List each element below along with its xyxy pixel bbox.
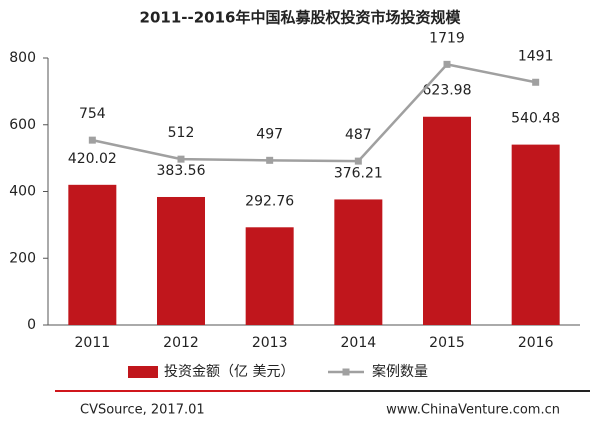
bar-value-label: 383.56 bbox=[157, 163, 206, 179]
line-marker bbox=[88, 136, 96, 144]
legend-swatch bbox=[128, 366, 158, 378]
line-value-label: 512 bbox=[168, 125, 195, 141]
bar-value-label: 376.21 bbox=[334, 165, 383, 181]
legend-swatch bbox=[342, 368, 350, 376]
bar bbox=[245, 227, 294, 325]
x-tick-label: 2016 bbox=[518, 335, 554, 351]
y-tick-label: 200 bbox=[9, 250, 36, 266]
footer-source: CVSource, 2017.01 bbox=[80, 403, 205, 418]
bar bbox=[423, 116, 471, 325]
bar bbox=[334, 199, 383, 325]
line bbox=[92, 62, 536, 163]
legend-label: 投资金额（亿 美元） bbox=[164, 364, 294, 380]
bar-value-label: 623.98 bbox=[423, 83, 472, 99]
line-value-label: 754 bbox=[79, 106, 106, 122]
x-tick-label: 2013 bbox=[252, 335, 288, 351]
chart-title: 2011--2016年中国私募股权投资市场投资规模 bbox=[140, 9, 462, 27]
line-value-label: 1491 bbox=[518, 48, 554, 64]
y-tick-label: 400 bbox=[9, 184, 36, 200]
bar bbox=[511, 144, 560, 325]
line-value-label: 487 bbox=[345, 127, 372, 143]
footer-website: www.ChinaVenture.com.cn bbox=[386, 403, 560, 418]
bar bbox=[68, 184, 117, 325]
x-tick-label: 2014 bbox=[341, 335, 377, 351]
x-tick-label: 2012 bbox=[163, 335, 199, 351]
bar-value-label: 292.76 bbox=[245, 193, 294, 209]
bar-value-label: 540.48 bbox=[511, 111, 560, 127]
x-tick-label: 2011 bbox=[75, 335, 111, 351]
line-marker bbox=[532, 78, 540, 86]
y-tick-label: 600 bbox=[9, 117, 36, 133]
y-tick-label: 800 bbox=[9, 50, 36, 66]
bar bbox=[157, 196, 205, 325]
bar-value-label: 420.02 bbox=[68, 151, 117, 167]
line-marker bbox=[177, 155, 185, 163]
line-value-label: 497 bbox=[256, 126, 283, 142]
y-tick-label: 0 bbox=[27, 317, 36, 333]
line-marker bbox=[266, 156, 274, 164]
line-marker bbox=[354, 157, 362, 165]
legend-label: 案例数量 bbox=[372, 363, 428, 380]
line-value-label: 1719 bbox=[429, 30, 465, 46]
line-marker bbox=[443, 60, 451, 68]
x-tick-label: 2015 bbox=[429, 335, 465, 351]
